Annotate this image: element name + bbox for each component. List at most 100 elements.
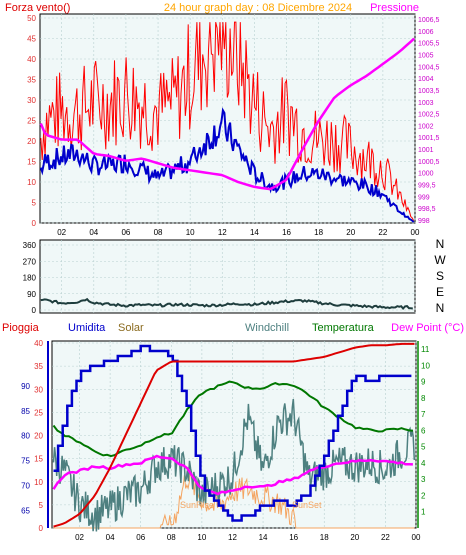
rain-tick-label: 20 — [34, 432, 43, 441]
pressure-tick-label: 1005,5 — [418, 41, 440, 48]
legend-temperatura: Temperatura — [312, 322, 375, 334]
time-tick-label: 18 — [320, 533, 329, 542]
pressure-tick-label: 1006,5 — [418, 17, 440, 24]
temperature-tick-label: 4 — [421, 459, 426, 468]
pressure-tick-label: 1000,5 — [418, 159, 440, 166]
time-tick-label: 20 — [350, 533, 359, 542]
wind-direction-plot-area — [39, 239, 416, 314]
temperature-tick-label: 5 — [421, 443, 426, 452]
wind-tick-label: 10 — [27, 178, 36, 187]
temperature-series — [52, 380, 414, 458]
compass-e: E — [436, 285, 444, 299]
temperature-axis: 1 2 3 4 5 6 7 8 9 10 11 — [417, 341, 430, 528]
pressure-tick-label: 1005 — [418, 52, 434, 59]
humidity-tick-label: 70 — [21, 482, 30, 491]
temperature-tick-label: 10 — [421, 361, 430, 370]
humidity-series — [53, 344, 412, 522]
direction-tick-label: 90 — [27, 290, 36, 299]
humidity-axis: 65 70 75 80 85 90 — [21, 341, 49, 528]
rain-tick-label: 25 — [34, 408, 43, 417]
humidity-tick-label: 65 — [21, 507, 30, 516]
time-tick-label: 16 — [289, 533, 298, 542]
temperature-tick-label: 2 — [421, 491, 426, 500]
pressure-axis: 998 998,5 999 999,5 1000 1000,5 1001 1001,5 1002… — [418, 17, 440, 225]
humidity-tick-label: 80 — [21, 432, 30, 441]
compass-s: S — [436, 269, 444, 283]
time-tick-label: 12 — [228, 533, 237, 542]
time-tick-label: 22 — [381, 533, 390, 542]
direction-tick-label: 360 — [23, 241, 37, 250]
pressure-axis-title: Pressione — [370, 2, 419, 14]
time-tick-label: 10 — [197, 533, 206, 542]
time-tick-label: 20 — [346, 228, 355, 237]
time-tick-label: 00 — [411, 228, 420, 237]
temperature-tick-label: 3 — [421, 475, 426, 484]
time-tick-label: 02 — [57, 228, 66, 237]
dewpoint-series — [52, 454, 413, 496]
wind-tick-label: 5 — [32, 199, 37, 208]
time-tick-label: 18 — [314, 228, 323, 237]
humidity-tick-label: 85 — [21, 407, 30, 416]
wind-tick-label: 25 — [27, 117, 36, 126]
compass-n: N — [436, 237, 445, 251]
temperature-humidity-panel: Pioggia Umidita Solar Windchill Temperat… — [2, 322, 464, 542]
humidity-tick-label: 90 — [21, 382, 30, 391]
pressure-tick-label: 999 — [418, 194, 430, 201]
time-tick-label: 12 — [218, 228, 227, 237]
temperature-tick-label: 8 — [421, 394, 426, 403]
pressure-tick-label: 1004 — [418, 76, 434, 83]
legend-umidita: Umidita — [68, 322, 106, 334]
direction-tick-label: 180 — [23, 274, 37, 283]
pressure-tick-label: 1002 — [418, 123, 434, 130]
rain-tick-label: 40 — [34, 339, 43, 348]
rain-tick-label: 10 — [34, 478, 43, 487]
wind-tick-label: 20 — [27, 137, 36, 146]
rain-tick-label: 30 — [34, 385, 43, 394]
windchill-series — [52, 399, 416, 532]
wind-axis-title: Forza vento() — [5, 2, 70, 14]
wind-pressure-plot-area — [39, 13, 416, 224]
wind-tick-label: 0 — [32, 219, 37, 228]
legend: Pioggia Umidita Solar Windchill Temperat… — [2, 322, 464, 334]
temperature-tick-label: 9 — [421, 378, 426, 387]
wind-tick-label: 35 — [27, 76, 36, 85]
time-tick-label: 04 — [89, 228, 98, 237]
time-tick-label: 04 — [106, 533, 115, 542]
temperature-tick-label: 1 — [421, 508, 426, 517]
time-tick-label: 14 — [250, 228, 259, 237]
time-tick-label: 02 — [75, 533, 84, 542]
pressure-series — [39, 37, 416, 191]
compass-n: N — [436, 301, 445, 315]
pressure-tick-label: 998,5 — [418, 206, 436, 213]
rain-series — [53, 342, 415, 528]
wind-direction-axis: 0 90 180 270 360 — [23, 241, 37, 315]
time-tick-label: 14 — [259, 533, 268, 542]
pressure-tick-label: 1000 — [418, 171, 434, 178]
temperature-tick-label: 7 — [421, 410, 426, 419]
pressure-tick-label: 1003,5 — [418, 88, 440, 95]
legend-pioggia: Pioggia — [2, 322, 40, 334]
pressure-tick-label: 1006 — [418, 29, 434, 36]
wind-direction-series — [40, 297, 413, 311]
pressure-tick-label: 1001 — [418, 147, 434, 154]
wind-tick-label: 40 — [27, 55, 36, 64]
time-tick-label: 08 — [167, 533, 176, 542]
time-tick-label: 00 — [412, 533, 421, 542]
wind-gust-series — [40, 21, 415, 221]
pressure-tick-label: 1001,5 — [418, 135, 440, 142]
time-tick-label: 22 — [378, 228, 387, 237]
legend-dewpoint: Dew Point (°C) — [391, 322, 464, 334]
temperature-tick-label: 6 — [421, 426, 426, 435]
time-tick-label: 08 — [154, 228, 163, 237]
wind-tick-label: 30 — [27, 96, 36, 105]
wind-tick-label: 50 — [27, 14, 36, 23]
sunset-annotation: SunSet — [292, 500, 322, 510]
pressure-tick-label: 1002,5 — [418, 112, 440, 119]
legend-solar: Solar — [118, 322, 144, 334]
wind-speed-axis: 0 5 10 15 20 25 30 35 40 45 50 — [27, 14, 36, 228]
direction-tick-label: 0 — [32, 306, 37, 315]
rain-tick-label: 15 — [34, 455, 43, 464]
rain-tick-label: 0 — [39, 524, 44, 533]
